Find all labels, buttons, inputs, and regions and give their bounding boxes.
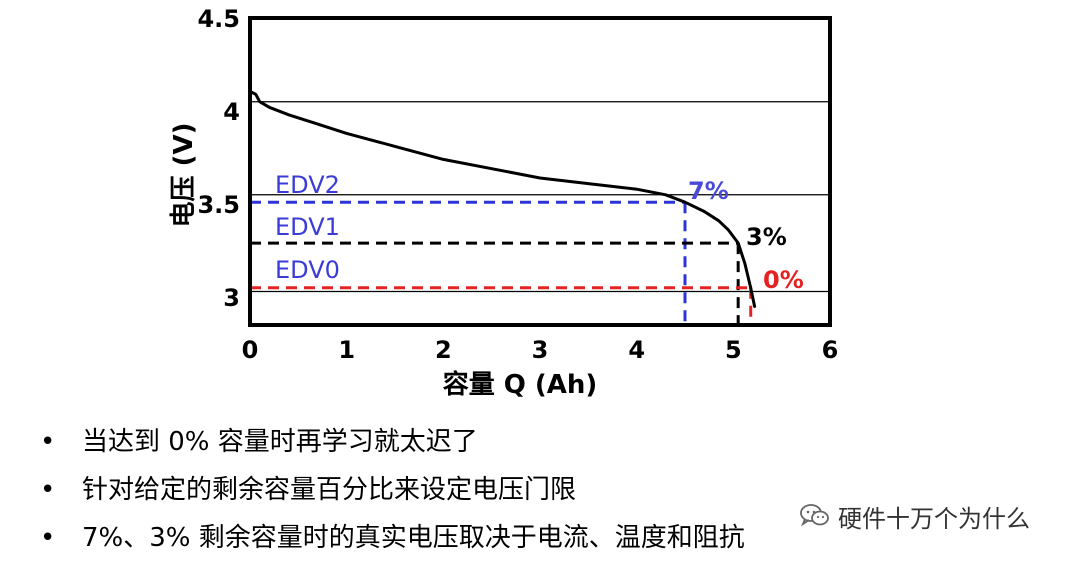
bullet-marker: •: [40, 475, 56, 505]
threshold-percent: 3%: [746, 223, 787, 251]
discharge-curve: [250, 90, 757, 308]
y-tick-label: 3: [223, 284, 240, 312]
y-tick-label: 4.5: [197, 5, 240, 33]
bullet-text: 当达到 0% 容量时再学习就太迟了: [82, 427, 478, 457]
bullet-marker: •: [40, 427, 56, 457]
edv-thresholds: [250, 200, 753, 325]
bullet-item: • 针对给定的剩余容量百分比来设定电压门限: [40, 466, 745, 514]
y-tick-labels: 3 3.5 4 4.5: [197, 5, 240, 312]
threshold-label: EDV1: [275, 213, 340, 241]
x-axis-label: 容量 Q (Ah): [443, 369, 598, 400]
watermark-text: 硬件十万个为什么: [838, 504, 1030, 533]
series-line: [250, 90, 757, 308]
threshold-percent: 7%: [688, 177, 729, 205]
threshold-labels: EDV2 7% EDV1 3% EDV0 0%: [275, 171, 804, 294]
y-axis-label: 电压 (V): [169, 123, 199, 228]
threshold-percent: 0%: [763, 266, 804, 294]
threshold-label: EDV2: [275, 171, 340, 199]
plot-frame: [248, 16, 832, 327]
bullet-text: 针对给定的剩余容量百分比来设定电压门限: [82, 475, 577, 505]
x-tick-labels: 0 1 2 3 4 5 6: [242, 336, 839, 364]
x-tick-label: 2: [435, 336, 452, 364]
bullet-item: • 7%、3% 剩余容量时的真实电压取决于电流、温度和阻抗: [40, 514, 745, 562]
reference-lines: [250, 101, 830, 293]
bullet-marker: •: [40, 523, 56, 553]
x-tick-label: 6: [822, 336, 839, 364]
bullet-list: • 当达到 0% 容量时再学习就太迟了 • 针对给定的剩余容量百分比来设定电压门限 …: [40, 418, 745, 562]
x-tick-label: 4: [628, 336, 645, 364]
x-tick-label: 1: [338, 336, 355, 364]
x-tick-label: 3: [532, 336, 549, 364]
y-tick-label: 3.5: [197, 191, 240, 219]
x-tick-label: 0: [242, 336, 259, 364]
bullet-text: 7%、3% 剩余容量时的真实电压取决于电流、温度和阻抗: [82, 523, 745, 553]
wechat-icon: [800, 504, 829, 527]
bullet-item: • 当达到 0% 容量时再学习就太迟了: [40, 418, 745, 466]
y-tick-label: 4: [223, 98, 240, 126]
threshold-label: EDV0: [275, 256, 340, 284]
capacity-voltage-chart: 0 1 2 3 4 5 6 3 3.5 4 4.5 容量 Q (Ah) 电压 (V) EDV2 7%…: [169, 5, 839, 400]
x-tick-label: 5: [725, 336, 742, 364]
watermark: 硬件十万个为什么: [800, 498, 1030, 534]
